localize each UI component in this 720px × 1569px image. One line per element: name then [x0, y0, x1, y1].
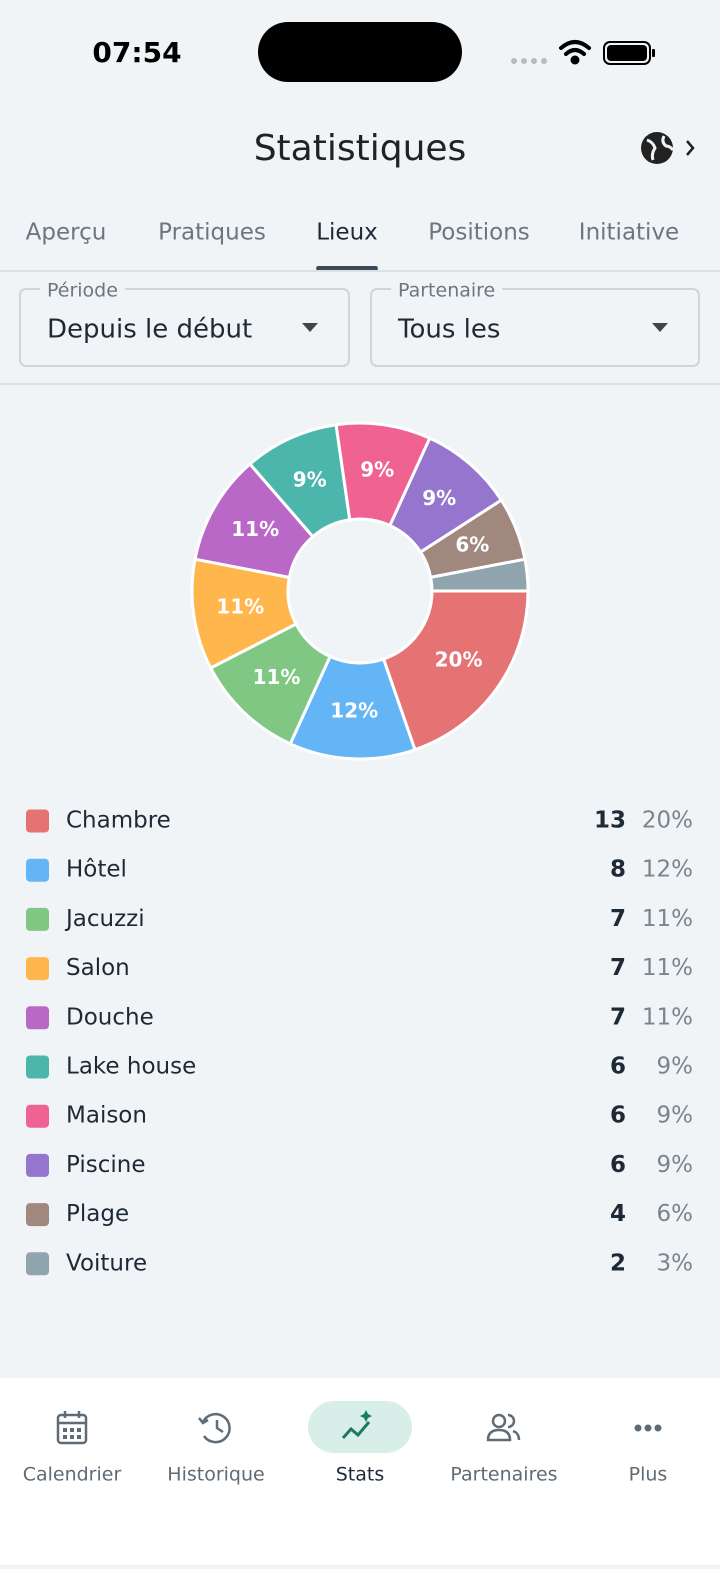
calendar-icon — [56, 1411, 88, 1445]
tab[interactable]: Initiative — [579, 220, 679, 246]
legend: Chambre 13 20% Hôtel 8 12% Jacuzzi 7 11% Salon 7 11… — [26, 808, 694, 1276]
dynamic-island — [258, 22, 462, 82]
label-cutout — [391, 286, 503, 294]
legend-swatch — [26, 1006, 49, 1030]
legend-percent: 9% — [657, 1054, 694, 1080]
page-title: Statistiques — [254, 128, 467, 169]
wifi — [559, 40, 591, 65]
legend-count: 13 — [594, 808, 626, 834]
globe-button[interactable] — [641, 132, 695, 164]
nav-label[interactable]: Stats — [336, 1464, 385, 1486]
dropdown-box — [370, 288, 700, 367]
slice-label: 20% — [435, 648, 483, 672]
slice-label: 6% — [455, 533, 489, 557]
slice-label: 9% — [293, 467, 327, 491]
legend-name: Voiture — [66, 1250, 147, 1276]
history-icon — [198, 1412, 231, 1444]
tab-indicator — [316, 266, 378, 271]
nav-label[interactable]: Partenaires — [450, 1464, 557, 1486]
legend-percent: 11% — [642, 1004, 693, 1030]
legend-name: Maison — [66, 1103, 147, 1129]
stats-icon — [341, 1410, 372, 1439]
slice — [428, 557, 530, 593]
nav-label[interactable]: Historique — [167, 1464, 264, 1486]
legend-swatch — [26, 809, 49, 833]
tab[interactable]: Pratiques — [158, 220, 266, 246]
legend-percent: 6% — [657, 1201, 694, 1227]
legend-count: 8 — [610, 857, 626, 883]
legend-name: Chambre — [66, 808, 171, 834]
status-time: 07:54 — [92, 36, 181, 69]
tab[interactable]: Lieux — [316, 220, 378, 246]
legend-count: 6 — [610, 1103, 626, 1129]
dropdown-value: Tous les — [397, 315, 500, 345]
legend-swatch — [26, 1203, 49, 1227]
partners-icon — [486, 1413, 521, 1442]
legend-swatch — [26, 858, 49, 882]
nav-labels: Calendrier Historique Stats Partenaires Plus — [23, 1464, 668, 1486]
nav-label[interactable]: Calendrier — [23, 1464, 122, 1486]
legend-count: 2 — [610, 1250, 626, 1276]
legend-percent: 9% — [657, 1103, 694, 1129]
slice-label: 11% — [231, 517, 279, 541]
dropdown-label: Période — [47, 280, 118, 302]
dropdown[interactable]: Période Depuis le début — [19, 280, 350, 367]
filters: Période Depuis le début Partenaire Tous les — [19, 280, 700, 367]
slice-label: 9% — [422, 486, 456, 510]
tab[interactable]: Aperçu — [26, 220, 107, 246]
legend-count: 6 — [610, 1152, 626, 1178]
legend-percent: 11% — [642, 906, 693, 932]
more-icon — [634, 1424, 662, 1432]
legend-count: 4 — [610, 1201, 626, 1227]
slice-label: 11% — [216, 595, 264, 619]
legend-swatch — [26, 1055, 49, 1079]
dropdown[interactable]: Partenaire Tous les — [370, 280, 700, 367]
legend-swatch — [26, 1252, 49, 1276]
legend-name: Hôtel — [66, 857, 127, 883]
legend-name: Jacuzzi — [64, 906, 145, 932]
dropdown-box — [19, 288, 350, 367]
legend-percent: 12% — [642, 857, 693, 883]
slice-label: 12% — [330, 698, 378, 722]
dropdown-label: Partenaire — [398, 280, 495, 302]
tab[interactable]: Positions — [428, 220, 530, 246]
dropdown-value: Depuis le début — [47, 315, 252, 345]
legend-name: Salon — [66, 955, 130, 981]
legend-swatch — [26, 1104, 49, 1128]
nav-active-pill — [308, 1401, 412, 1453]
signal — [511, 58, 547, 64]
dropdown-arrow — [302, 323, 318, 332]
legend-swatch — [26, 907, 49, 931]
legend-name: Plage — [66, 1201, 129, 1227]
legend-swatch — [26, 1153, 49, 1177]
legend-count: 7 — [610, 955, 626, 981]
label-cutout — [40, 286, 125, 294]
battery — [603, 41, 655, 65]
legend-name: Douche — [66, 1004, 154, 1030]
legend-name: Lake house — [66, 1054, 196, 1080]
legend-percent: 3% — [657, 1250, 694, 1276]
dropdown-arrow — [652, 323, 668, 332]
legend-swatch — [26, 957, 49, 981]
legend-name: Piscine — [66, 1152, 146, 1178]
legend-percent: 20% — [642, 808, 693, 834]
slice-label: 9% — [360, 458, 394, 482]
legend-percent: 9% — [657, 1152, 694, 1178]
tab-bar: Aperçu Pratiques Lieux Positions Initiative — [26, 220, 679, 271]
donut-chart: 20% 12% 11% 11% 11% 9% 9% 9% 6% — [190, 421, 530, 761]
legend-count: 7 — [610, 1004, 626, 1030]
legend-count: 6 — [610, 1054, 626, 1080]
legend-percent: 11% — [642, 955, 693, 981]
nav-label[interactable]: Plus — [629, 1464, 668, 1486]
slice-label: 11% — [253, 665, 301, 689]
slice — [381, 589, 530, 752]
nav-icons — [56, 1410, 662, 1445]
legend-count: 7 — [610, 906, 626, 932]
